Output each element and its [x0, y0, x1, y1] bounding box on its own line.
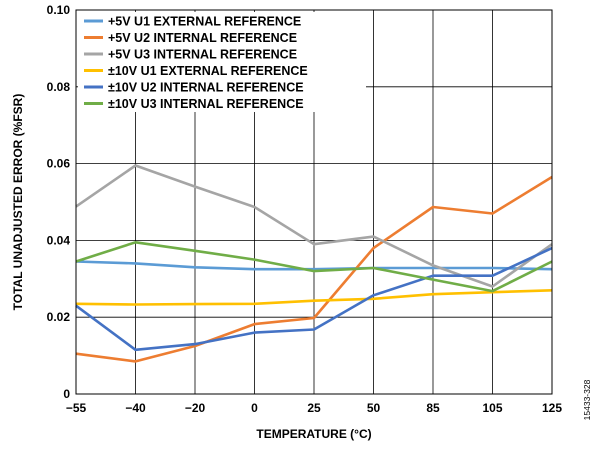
- series-line-2: [75, 175, 553, 363]
- series-lines: [75, 164, 553, 363]
- legend-label: +5V U3 INTERNAL REFERENCE: [108, 48, 297, 62]
- x-tick-label: 50: [367, 401, 381, 415]
- legend-background: [78, 12, 366, 112]
- series-line-4: [75, 289, 553, 306]
- y-tick-label: 0.04: [47, 233, 71, 247]
- series-line-6: [75, 241, 553, 293]
- series-line-1: [75, 260, 553, 271]
- legend-label: +5V U2 INTERNAL REFERENCE: [108, 31, 297, 45]
- x-tick-label: 105: [482, 401, 502, 415]
- legend-label: ±10V U3 INTERNAL REFERENCE: [108, 97, 304, 111]
- y-tick-label: 0.10: [47, 3, 71, 17]
- legend-label: ±10V U2 INTERNAL REFERENCE: [108, 81, 304, 95]
- x-tick-label: 0: [251, 401, 258, 415]
- series-line-3: [75, 164, 553, 288]
- x-tick-label: −40: [125, 401, 146, 415]
- y-tick-labels: 0 0.02 0.04 0.06 0.08 0.10: [47, 3, 71, 401]
- y-axis-title: TOTAL UNADJUSTED ERROR (%FSR): [11, 94, 25, 311]
- x-tick-label: 125: [542, 401, 562, 415]
- series-line-5: [75, 246, 553, 352]
- x-tick-label: −20: [185, 401, 206, 415]
- x-axis-title: TEMPERATURE (°C): [256, 427, 371, 441]
- x-tick-label: −55: [66, 401, 87, 415]
- y-tick-label: 0.06: [47, 157, 71, 171]
- figure-id: 15433-328: [582, 379, 592, 420]
- x-tick-labels: −55 −40 −20 0 25 50 85 105 125: [66, 401, 563, 415]
- x-tick-label: 85: [426, 401, 440, 415]
- y-tick-label: 0: [63, 387, 70, 401]
- legend-label: ±10V U1 EXTERNAL REFERENCE: [108, 64, 308, 78]
- y-tick-label: 0.02: [47, 310, 71, 324]
- legend: +5V U1 EXTERNAL REFERENCE +5V U2 INTERNAL…: [78, 12, 366, 112]
- legend-label: +5V U1 EXTERNAL REFERENCE: [108, 15, 301, 29]
- x-tick-label: 25: [307, 401, 321, 415]
- plot-frame: [75, 9, 553, 395]
- y-tick-label: 0.08: [47, 80, 71, 94]
